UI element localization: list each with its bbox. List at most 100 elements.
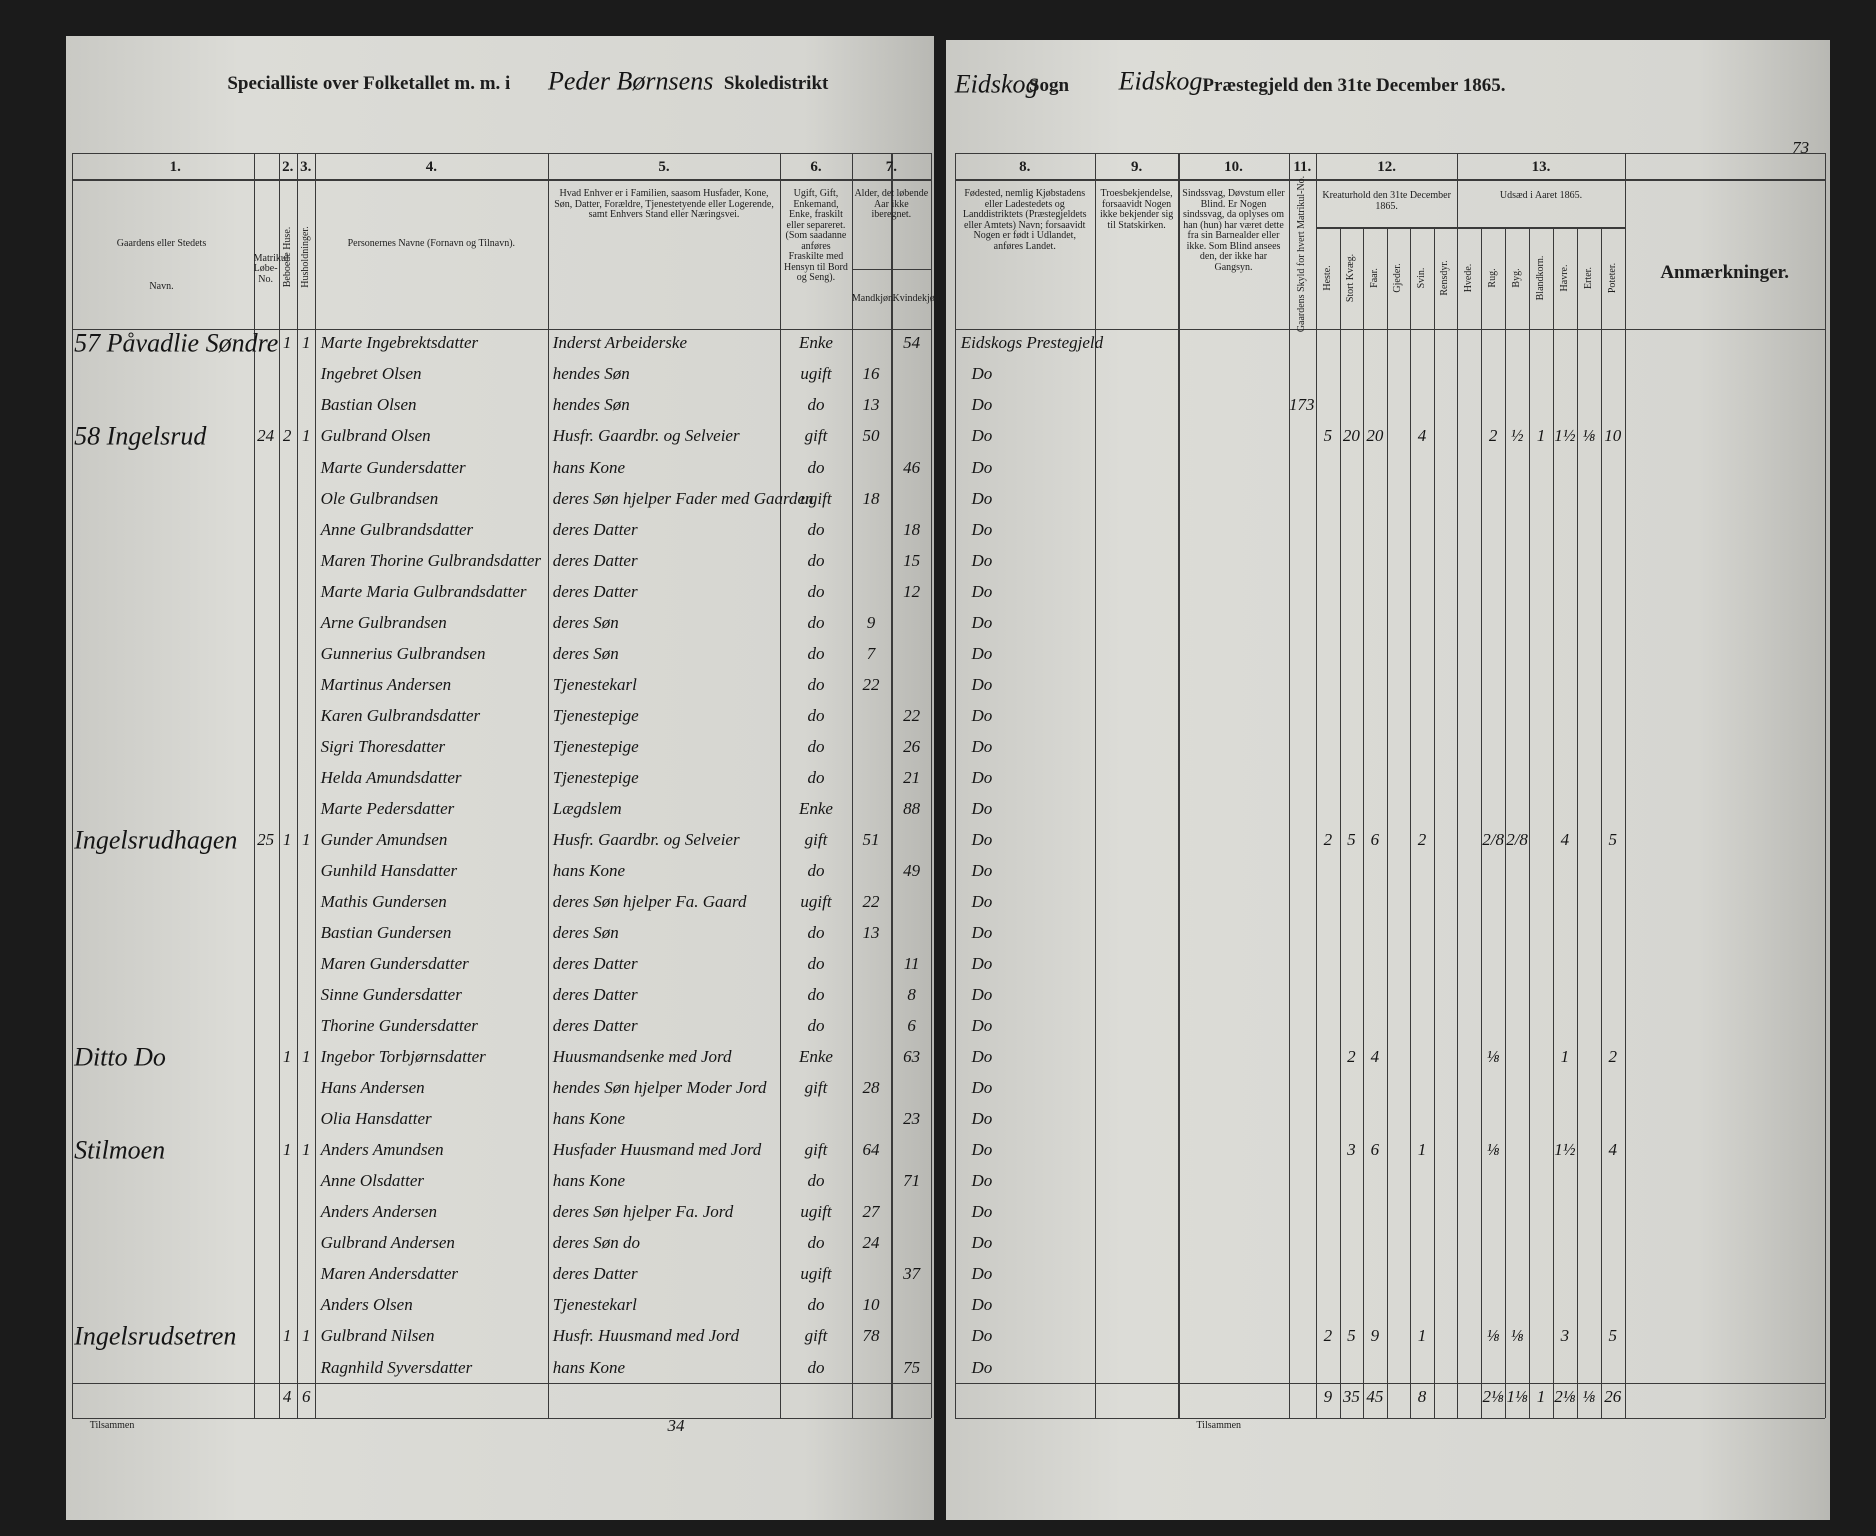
status: gift xyxy=(804,1140,828,1160)
birthplace: Do xyxy=(971,985,993,1005)
ruling xyxy=(954,1383,1825,1385)
name: Maren Andersdatter xyxy=(320,1264,459,1284)
birthplace: Do xyxy=(971,364,993,384)
total-erter: ⅛ xyxy=(1582,1387,1596,1407)
column-number: 2. xyxy=(282,158,294,175)
column-label: Husholdninger. xyxy=(299,226,311,288)
ruling xyxy=(1552,227,1554,1418)
houses: 1 xyxy=(282,1140,292,1160)
female-age: 49 xyxy=(903,861,921,881)
ruling xyxy=(954,153,1825,155)
column-label: Personernes Navne (Fornavn og Tilnavn). xyxy=(347,238,516,250)
position: deres Søn hjelper Fader med Gaarden xyxy=(552,488,814,508)
byg: ½ xyxy=(1510,426,1524,446)
status: ugift xyxy=(800,1264,832,1284)
status: do xyxy=(807,736,825,756)
havre: 1½ xyxy=(1554,426,1576,446)
birthplace: Do xyxy=(971,954,993,974)
female-age: 71 xyxy=(903,1171,921,1191)
birthplace: Do xyxy=(971,830,993,849)
poteter: 5 xyxy=(1608,1326,1618,1346)
position: deres Datter xyxy=(552,985,638,1005)
name: Anne Olsdatter xyxy=(320,1171,425,1191)
ruling xyxy=(1481,227,1482,1418)
male-age: 28 xyxy=(862,1078,880,1098)
birthplace: Do xyxy=(971,643,993,663)
heste: 5 xyxy=(1323,426,1333,446)
male-age: 13 xyxy=(862,923,880,943)
ruling xyxy=(954,153,956,1418)
district-label: Skoledistrikt xyxy=(723,72,829,94)
sub-label: Faar. xyxy=(1368,267,1380,288)
female-age: 11 xyxy=(903,954,920,974)
column-label: Ugift, Gift, Enkemand, Enke, fraskilt el… xyxy=(784,188,848,284)
column-label: Gaardens Skyld for hvert Matrikul-No. xyxy=(1296,175,1308,332)
birthplace: Do xyxy=(971,1233,993,1253)
position: deres Søn xyxy=(552,612,619,632)
ruling xyxy=(1316,227,1625,229)
name: Sinne Gundersdatter xyxy=(320,985,462,1005)
status: do xyxy=(807,1357,825,1377)
position: Tjenestepige xyxy=(552,767,639,787)
farm: Ingelsrudsetren xyxy=(74,1321,237,1351)
ruling xyxy=(1824,153,1826,1418)
status: do xyxy=(807,550,825,570)
position: Husfr. Gaardbr. og Selveier xyxy=(552,426,740,446)
female-age: 75 xyxy=(903,1357,921,1377)
status: gift xyxy=(804,426,828,446)
ruling xyxy=(71,1383,931,1385)
parish-name: Eidskog xyxy=(954,69,1039,99)
column-number: 6. xyxy=(810,158,822,175)
sub-label: Havre. xyxy=(1558,264,1570,292)
total-poteter: 26 xyxy=(1604,1387,1622,1407)
sub-label: Gjeder. xyxy=(1392,262,1404,293)
ruling xyxy=(314,153,316,1418)
ruling xyxy=(71,153,931,155)
holding: 173 xyxy=(1288,395,1315,415)
name: Thorine Gundersdatter xyxy=(320,1016,478,1036)
name: Karen Gulbrandsdatter xyxy=(320,705,481,725)
ruling xyxy=(1094,153,1096,1418)
ruling xyxy=(891,153,893,1418)
havre: 3 xyxy=(1560,1326,1570,1346)
birthplace: Do xyxy=(971,612,993,632)
sub-label: Heste. xyxy=(1321,264,1333,291)
ruling xyxy=(1505,227,1506,1418)
column-label: Kreaturhold den 31te December 1865. xyxy=(1322,190,1451,212)
ruling xyxy=(278,153,280,1418)
ruling xyxy=(1178,153,1180,1418)
birthplace: Eidskogs Prestegjeld xyxy=(960,333,1104,353)
status: Enke xyxy=(798,333,833,353)
position: Husfader Huusmand med Jord xyxy=(552,1140,762,1160)
column-number: 12. xyxy=(1377,158,1397,175)
name: Hans Andersen xyxy=(320,1078,425,1098)
ruling xyxy=(296,153,298,1418)
position: Husfr. Gaardbr. og Selveier xyxy=(552,830,740,849)
ruling xyxy=(954,1417,1825,1419)
name: Gulbrand Andersen xyxy=(320,1233,455,1253)
column-number: 13. xyxy=(1531,158,1551,175)
name: Helda Amundsdatter xyxy=(320,767,462,787)
matr: 24 xyxy=(257,426,275,446)
farm: 57 Påvadlie Søndre xyxy=(74,328,279,358)
column-label: Anmærkninger. xyxy=(1660,261,1789,283)
ruling xyxy=(1433,227,1435,1418)
male-age: 22 xyxy=(862,674,880,694)
sub-label: Svin. xyxy=(1415,267,1427,288)
status: do xyxy=(807,1171,825,1191)
male-age: 10 xyxy=(862,1295,880,1315)
male-age: 64 xyxy=(862,1140,880,1160)
column-label: Gaardens eller Stedets xyxy=(116,238,207,250)
status: Enke xyxy=(798,1047,833,1067)
status: do xyxy=(807,643,825,663)
female-age: 8 xyxy=(907,985,916,1005)
page-title: Specialliste over Folketallet m. m. i xyxy=(227,72,511,94)
position: Husfr. Huusmand med Jord xyxy=(552,1326,740,1346)
heste: 2 xyxy=(1323,830,1333,849)
birthplace: Do xyxy=(971,923,993,943)
total-kvaeg: 35 xyxy=(1342,1387,1360,1407)
havre: 4 xyxy=(1560,830,1570,849)
svin: 4 xyxy=(1417,426,1427,446)
female-age: 26 xyxy=(903,736,921,756)
name: Arne Gulbrandsen xyxy=(320,612,447,632)
